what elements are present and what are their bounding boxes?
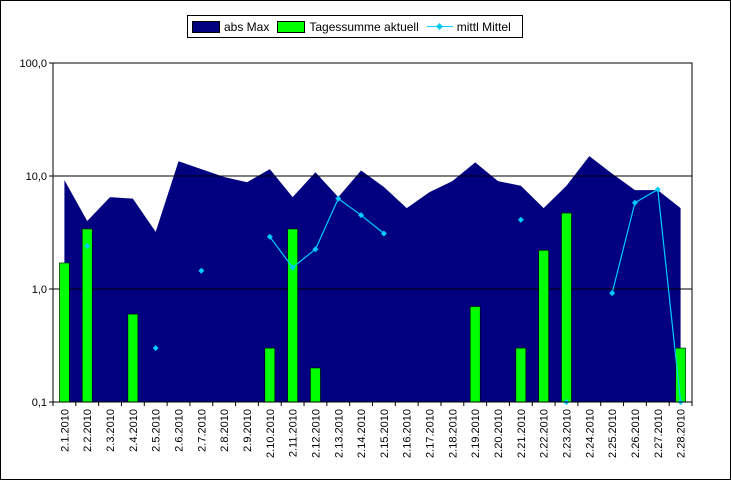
x-tick-label: 2.3.2010 (105, 409, 117, 452)
x-tick-label: 2.10.2010 (265, 409, 277, 458)
point-mittl-mittel (380, 230, 387, 237)
x-tick-label: 2.27.2010 (653, 409, 665, 458)
y-tick-label: 0,1 (32, 397, 47, 409)
x-tick-label: 2.5.2010 (151, 409, 163, 452)
legend-item-mittl-mittel: mittl Mittel (426, 19, 511, 34)
x-tick-label: 2.7.2010 (196, 409, 208, 452)
point-mittl-mittel (631, 199, 638, 206)
x-tick-label: 2.24.2010 (584, 409, 596, 458)
bar-tagessumme (287, 228, 298, 403)
bar-tagessumme (675, 347, 686, 403)
x-tick-label: 2.4.2010 (128, 409, 140, 452)
point-mittl-mittel (198, 267, 205, 274)
bar-tagessumme (127, 313, 139, 403)
legend-label-mittl-mittel: mittl Mittel (456, 19, 511, 34)
point-mittl-mittel (517, 216, 524, 223)
x-tick-label: 2.25.2010 (607, 409, 619, 458)
x-tick-label: 2.19.2010 (470, 409, 482, 458)
x-tick-label: 2.11.2010 (288, 409, 300, 457)
line-mittl-mittel (611, 188, 682, 403)
bar-tagessumme (81, 228, 93, 403)
bar-tagessumme (515, 347, 527, 403)
x-tick-label: 2.8.2010 (219, 409, 231, 452)
x-tick-label: 2.18.2010 (447, 409, 459, 458)
x-tick-label: 2.12.2010 (310, 409, 322, 458)
legend-item-tagessumme: Tagessumme aktuell (277, 19, 419, 34)
bar-tagessumme (310, 367, 321, 403)
point-mittl-mittel (289, 264, 296, 271)
x-tick-label: 2.26.2010 (630, 409, 642, 458)
x-tick-label: 2.20.2010 (493, 409, 505, 458)
x-tick-label: 2.2.2010 (82, 409, 94, 452)
legend-line-mittl-mittel (426, 22, 453, 32)
point-mittl-mittel (358, 212, 365, 219)
bar-tagessumme (538, 250, 549, 403)
x-tick-label: 2.17.2010 (425, 409, 437, 458)
chart-legend: abs Max Tagessumme aktuell mittl Mittel (187, 15, 523, 38)
y-tick-label: 1,0 (32, 284, 47, 296)
point-mittl-mittel (654, 186, 661, 193)
x-tick-label: 2.13.2010 (333, 409, 345, 458)
point-mittl-mittel (152, 345, 159, 352)
point-mittl-mittel (84, 243, 91, 250)
x-tick-label: 2.23.2010 (561, 409, 573, 458)
area-abs-max (64, 156, 681, 402)
x-tick-label: 2.14.2010 (356, 409, 368, 458)
y-tick-label: 10,0 (26, 171, 47, 183)
point-mittl-mittel (266, 233, 273, 240)
line-mittl-mittel (269, 197, 385, 269)
x-tick-label: 2.21.2010 (516, 409, 528, 458)
point-mittl-mittel (609, 290, 616, 297)
legend-label-abs-max: abs Max (224, 19, 270, 34)
legend-label-tagessumme: Tagessumme aktuell (309, 19, 419, 34)
x-tick-label: 2.15.2010 (379, 409, 391, 458)
x-tick-label: 2.9.2010 (242, 409, 254, 452)
bar-tagessumme (561, 212, 572, 403)
y-tick-label: 100,0 (19, 58, 47, 70)
legend-item-abs-max: abs Max (192, 20, 269, 34)
bar-tagessumme (59, 262, 70, 403)
point-mittl-mittel (312, 246, 319, 253)
x-tick-label: 2.16.2010 (402, 409, 414, 458)
x-tick-label: 2.22.2010 (539, 409, 551, 458)
x-tick-label: 2.28.2010 (676, 409, 688, 458)
x-tick-label: 2.6.2010 (174, 409, 186, 452)
point-mittl-mittel (335, 195, 342, 202)
x-tick-label: 2.1.2010 (59, 409, 71, 452)
bar-tagessumme (469, 306, 481, 403)
legend-swatch-abs-max (192, 20, 220, 33)
legend-swatch-tagessumme (277, 20, 306, 33)
bar-tagessumme (264, 347, 276, 403)
